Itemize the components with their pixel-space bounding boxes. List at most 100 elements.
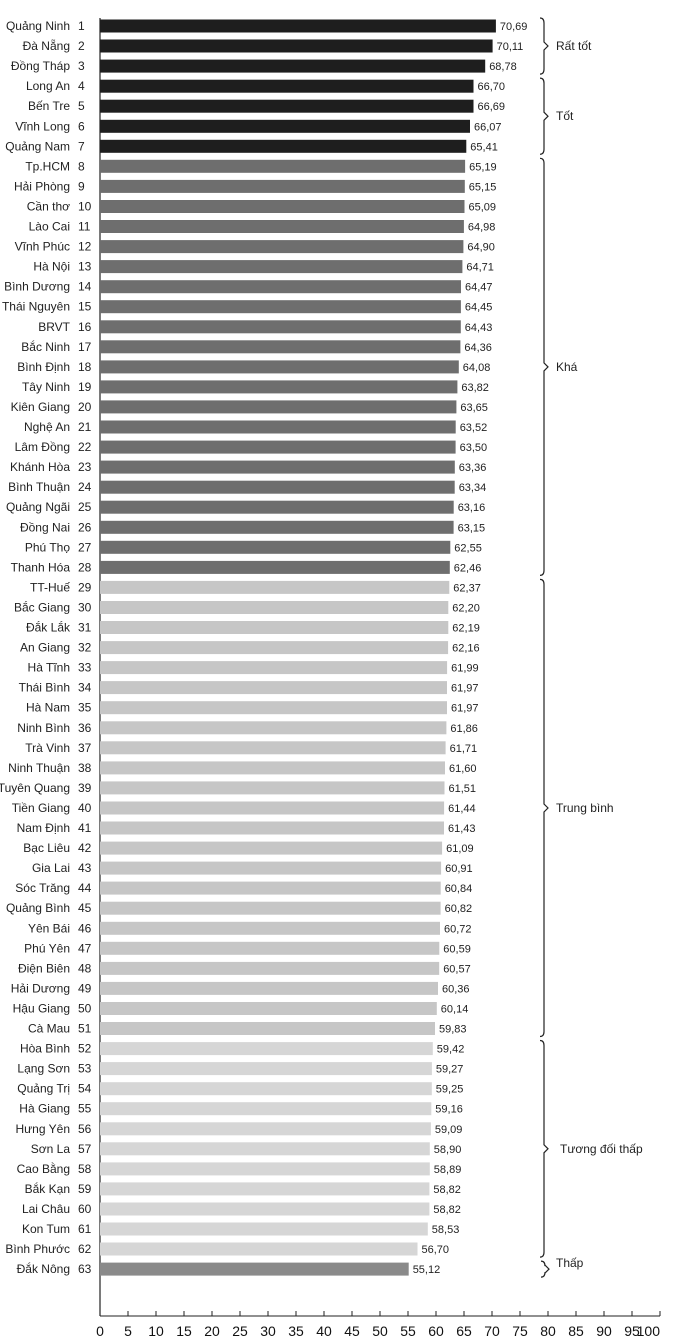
value-label: 68,78 xyxy=(489,61,517,73)
value-label: 63,52 xyxy=(460,422,488,434)
value-label: 61,09 xyxy=(446,843,474,855)
group-bracket xyxy=(540,1260,550,1278)
value-label: 59,42 xyxy=(437,1044,465,1056)
rank-label: 40 xyxy=(78,801,92,815)
bar xyxy=(100,220,464,233)
rank-label: 23 xyxy=(78,460,92,474)
x-tick-label: 25 xyxy=(232,1323,248,1339)
bar xyxy=(100,641,449,655)
rank-label: 56 xyxy=(78,1122,92,1136)
bar xyxy=(100,1022,435,1035)
province-label: Kon Tum xyxy=(22,1222,70,1236)
rank-label: 30 xyxy=(78,601,92,615)
rank-label: 18 xyxy=(78,360,92,374)
bar xyxy=(100,19,496,33)
rank-label: 34 xyxy=(78,681,92,695)
bar xyxy=(100,460,455,474)
province-label: Đà Nẵng xyxy=(23,38,70,53)
x-tick-label: 20 xyxy=(204,1323,220,1339)
bar xyxy=(100,320,461,334)
province-label: Trà Vinh xyxy=(25,741,70,755)
value-label: 66,07 xyxy=(474,121,502,133)
rank-label: 29 xyxy=(78,580,92,594)
value-label: 61,97 xyxy=(451,683,479,695)
value-label: 60,91 xyxy=(445,863,473,875)
rank-label: 49 xyxy=(78,981,92,995)
rank-label: 20 xyxy=(78,400,92,414)
value-label: 62,55 xyxy=(454,542,482,554)
bar xyxy=(100,1222,428,1236)
value-label: 64,90 xyxy=(467,242,495,254)
rank-label: 50 xyxy=(78,1002,92,1016)
province-label: Hải Phòng xyxy=(14,179,70,193)
rank-label: 37 xyxy=(78,741,92,755)
province-label: BRVT xyxy=(38,320,70,334)
province-label: Long An xyxy=(26,79,70,93)
rank-label: 1 xyxy=(78,19,85,33)
x-tick-label: 75 xyxy=(512,1323,528,1339)
bar xyxy=(100,661,448,675)
rank-label: 12 xyxy=(78,240,92,254)
x-tick-label: 30 xyxy=(260,1323,276,1339)
rank-label: 43 xyxy=(78,861,92,875)
x-tick-label: 5 xyxy=(124,1323,132,1339)
bar xyxy=(100,440,456,454)
rank-label: 11 xyxy=(78,220,91,234)
province-label: Quảng Ninh xyxy=(6,19,70,33)
value-label: 70,69 xyxy=(500,21,528,33)
bar xyxy=(100,240,464,254)
bar xyxy=(100,981,438,995)
value-label: 64,36 xyxy=(464,342,492,354)
bar xyxy=(100,1122,431,1136)
value-label: 58,53 xyxy=(432,1224,460,1236)
rank-label: 47 xyxy=(78,941,92,955)
value-label: 60,36 xyxy=(442,983,470,995)
value-label: 61,44 xyxy=(448,803,476,815)
bar xyxy=(100,300,461,314)
group-bracket xyxy=(539,17,549,75)
value-label: 60,14 xyxy=(441,1004,469,1016)
province-label: Kiên Giang xyxy=(11,400,70,414)
province-label: Cần thơ xyxy=(27,200,70,214)
value-label: 70,11 xyxy=(497,41,524,53)
province-label: Bình Thuận xyxy=(8,480,70,494)
x-tick-label: 85 xyxy=(568,1323,584,1339)
value-label: 65,15 xyxy=(469,181,497,193)
province-label: Ninh Thuận xyxy=(8,761,70,775)
bar xyxy=(100,1062,432,1076)
rank-label: 17 xyxy=(78,340,92,354)
value-label: 63,15 xyxy=(458,522,486,534)
bar xyxy=(100,961,440,975)
value-label: 64,08 xyxy=(463,362,491,374)
value-label: 66,69 xyxy=(478,101,506,113)
value-label: 61,97 xyxy=(451,703,479,715)
province-label: Lâm Đồng xyxy=(15,440,70,454)
x-tick-label: 60 xyxy=(428,1323,444,1339)
rank-label: 52 xyxy=(78,1042,92,1056)
province-label: Vĩnh Phúc xyxy=(15,240,70,254)
rank-label: 21 xyxy=(78,420,92,434)
rank-label: 32 xyxy=(78,641,92,655)
value-label: 62,16 xyxy=(452,643,480,655)
group-label: Khá xyxy=(556,360,578,374)
value-label: 59,09 xyxy=(435,1124,463,1136)
province-label: An Giang xyxy=(20,641,70,655)
rank-label: 38 xyxy=(78,761,92,775)
rank-label: 6 xyxy=(78,119,85,133)
x-tick-label: 35 xyxy=(288,1323,304,1339)
bar xyxy=(100,881,441,895)
rank-label: 13 xyxy=(78,260,92,274)
bar xyxy=(100,260,463,274)
group-label: Trung bình xyxy=(556,801,614,815)
bar xyxy=(100,580,450,594)
value-label: 63,34 xyxy=(459,482,487,494)
province-label: Phú Yên xyxy=(24,941,70,955)
value-label: 64,98 xyxy=(468,222,496,234)
province-label: Gia Lai xyxy=(32,861,70,875)
value-label: 61,60 xyxy=(449,763,477,775)
rank-label: 57 xyxy=(78,1142,92,1156)
bar xyxy=(100,841,443,855)
bar xyxy=(100,59,486,73)
value-label: 63,50 xyxy=(460,442,488,454)
value-label: 61,43 xyxy=(448,823,476,835)
